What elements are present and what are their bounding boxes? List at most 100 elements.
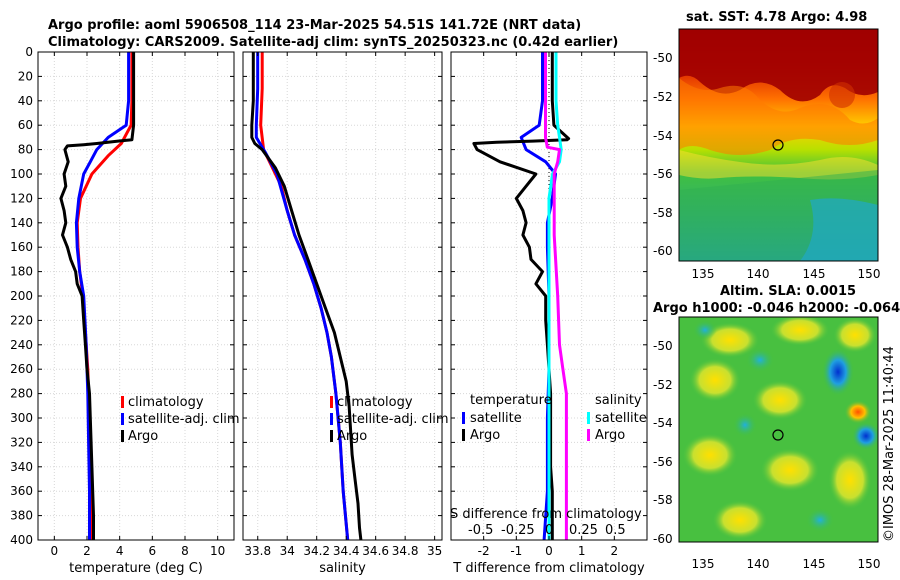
legend-swatch-temp-satellite xyxy=(462,412,465,424)
temperature-legend: climatology satellite-adj. clim Argo xyxy=(121,395,240,444)
legend-swatch-sal-argo xyxy=(587,429,590,441)
legend-label-satellite-adj: satellite-adj. clim xyxy=(337,412,449,427)
legend-swatch-climatology xyxy=(330,396,333,408)
y-tick-label: 100 xyxy=(10,167,33,181)
legend-label-temp-argo: Argo xyxy=(470,428,500,443)
sla-map: Altim. SLA: 0.0015 Argo h1000: -0.046 h2… xyxy=(653,284,900,571)
sst-y-tick-label: -54 xyxy=(653,129,673,143)
s-tick-label: 0.5 xyxy=(605,523,626,538)
argo-location-marker xyxy=(772,139,784,151)
s-tick-label: 0 xyxy=(545,523,553,538)
y-tick-label: 400 xyxy=(10,533,33,547)
legend-swatch-satellite-adj xyxy=(121,413,124,425)
sst-x-tick-label: 135 xyxy=(692,267,715,281)
x-axis-label: salinity xyxy=(319,561,366,576)
legend-title-salinity: salinity xyxy=(595,393,642,408)
sla-x-tick-label: 140 xyxy=(747,557,770,571)
imos-watermark: ©IMOS 28-Mar-2025 11:40:44 xyxy=(882,346,897,542)
x-tick-label: 34.4 xyxy=(333,544,360,558)
s-tick-label: -0.5 xyxy=(468,523,493,538)
legend-swatch-sal-satellite xyxy=(587,412,590,424)
x-tick-label: 34 xyxy=(280,544,295,558)
sla-y-tick-label: -52 xyxy=(653,378,673,392)
sst-x-ticks: 135 140 145 150 xyxy=(692,267,881,281)
sla-y-tick-label: -54 xyxy=(653,416,673,430)
sla-y-ticks: -50 -52 -54 -56 -58 -60 xyxy=(653,339,673,546)
x-tick-label: 33.8 xyxy=(244,544,271,558)
series-line-argo xyxy=(59,52,136,540)
sla-map-title-2: Argo h1000: -0.046 h2000: -0.064 xyxy=(653,301,900,316)
y-tick-label: 320 xyxy=(10,435,33,449)
difference-panel: -2 -1 0 1 2 T difference from climatology xyxy=(450,51,648,576)
series-group xyxy=(59,52,136,540)
legend-swatch-argo xyxy=(121,430,124,442)
sst-y-tick-label: -56 xyxy=(653,167,673,181)
legend-swatch-climatology xyxy=(121,396,124,408)
sla-y-tick-label: -50 xyxy=(653,339,673,353)
sla-y-tick-label: -58 xyxy=(653,493,673,507)
legend-label-satellite-adj: satellite-adj. clim xyxy=(128,412,240,427)
y-tick-label: 20 xyxy=(18,69,33,83)
sst-x-tick-label: 145 xyxy=(803,267,826,281)
y-tick-label: 340 xyxy=(10,460,33,474)
sst-y-tick-label: -60 xyxy=(653,244,673,258)
sst-y-tick-label: -58 xyxy=(653,206,673,220)
x-axis-label: temperature (deg C) xyxy=(69,561,203,576)
series-line-satellite-adj-clim xyxy=(74,52,131,540)
series-line-temperature-argo xyxy=(472,52,571,540)
y-tick-label: 40 xyxy=(18,94,33,108)
x-tick-label: 34.8 xyxy=(392,544,419,558)
sst-map-title: sat. SST: 4.78 Argo: 4.98 xyxy=(686,10,867,25)
legend-swatch-temp-argo xyxy=(462,429,465,441)
s-difference-ticks: -0.5 -0.25 0 0.25 0.5 xyxy=(468,523,626,538)
sst-x-tick-label: 150 xyxy=(858,267,881,281)
y-tick-label: 360 xyxy=(10,484,33,498)
x-tick-label: 0 xyxy=(545,544,553,558)
series-group xyxy=(472,52,571,540)
legend-label-sal-satellite: satellite xyxy=(595,411,647,426)
legend-label-temp-satellite: satellite xyxy=(470,411,522,426)
x-tick-label: 2 xyxy=(83,544,91,558)
x-tick-label: 35 xyxy=(427,544,442,558)
y-tick-label: 140 xyxy=(10,216,33,230)
sla-x-tick-label: 145 xyxy=(803,557,826,571)
x-tick-label: 2 xyxy=(611,544,619,558)
s-tick-label: 0.25 xyxy=(569,523,598,538)
sst-y-tick-label: -50 xyxy=(653,51,673,65)
difference-legend-temperature: temperature satellite Argo xyxy=(462,393,552,443)
x-tick-label: 34.6 xyxy=(362,544,389,558)
y-tick-label: 240 xyxy=(10,338,33,352)
legend-label-argo: Argo xyxy=(337,429,367,444)
title-line-2: Climatology: CARS2009. Satellite-adj cli… xyxy=(48,35,618,50)
x-axis-label: T difference from climatology xyxy=(452,561,645,576)
y-tick-label: 0 xyxy=(25,45,33,59)
x-tick-label: 4 xyxy=(116,544,124,558)
y-tick-label: 80 xyxy=(18,143,33,157)
sla-y-tick-label: -56 xyxy=(653,455,673,469)
x-tick-label: 0 xyxy=(51,544,59,558)
sst-x-tick-label: 140 xyxy=(747,267,770,281)
sst-map: sat. SST: 4.78 Argo: 4.98 -50 -52 -54 -5… xyxy=(653,10,880,281)
argo-location-marker xyxy=(772,429,784,441)
plot-area xyxy=(38,52,234,540)
x-tick-label: -2 xyxy=(478,544,490,558)
sla-x-tick-label: 150 xyxy=(858,557,881,571)
sla-x-ticks: 135 140 145 150 xyxy=(692,557,881,571)
sla-y-tick-label: -60 xyxy=(653,532,673,546)
salinity-panel: 33.8 34 34.2 34.4 34.6 34.8 35 salinity xyxy=(242,51,443,576)
sla-x-tick-label: 135 xyxy=(692,557,715,571)
legend-swatch-argo xyxy=(330,430,333,442)
legend-label-argo: Argo xyxy=(128,429,158,444)
y-tick-label: 60 xyxy=(18,118,33,132)
x-tick-label: 8 xyxy=(181,544,189,558)
legend-label-climatology: climatology xyxy=(128,395,204,410)
x-tick-label: 1 xyxy=(578,544,586,558)
difference-legend-salinity: salinity satellite Argo xyxy=(587,393,647,443)
y-tick-label: 380 xyxy=(10,509,33,523)
x-tick-label: 10 xyxy=(210,544,225,558)
legend-swatch-satellite-adj xyxy=(330,413,333,425)
s-tick-label: -0.25 xyxy=(501,523,535,538)
y-tick-label: 260 xyxy=(10,362,33,376)
legend-label-climatology: climatology xyxy=(337,395,413,410)
